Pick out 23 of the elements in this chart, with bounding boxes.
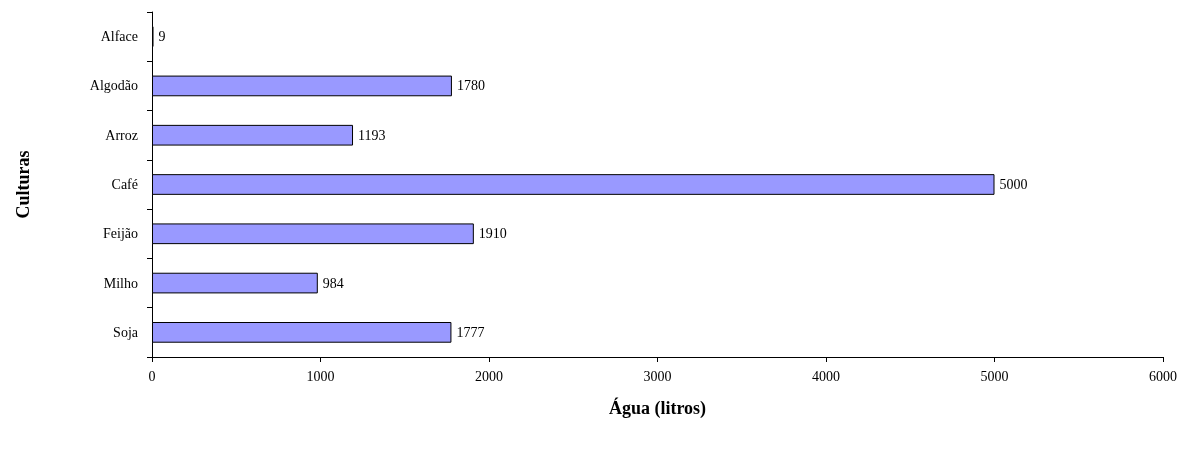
x-tick-label: 2000 (475, 368, 503, 384)
data-label: 5000 (999, 177, 1028, 192)
x-tick-label: 6000 (1149, 368, 1177, 384)
data-label: 9 (158, 29, 166, 45)
y-tick-label: Alface (100, 29, 138, 45)
y-tick-label: Milho (103, 275, 138, 291)
x-tick-label: 5000 (980, 368, 1009, 384)
data-label: 1910 (478, 226, 507, 242)
y-tick-label: Algodão (89, 78, 138, 94)
data-label: 984 (322, 275, 344, 291)
x-tick-label: 1000 (306, 368, 335, 384)
y-axis-title: Culturas (13, 150, 33, 219)
data-label: 1777 (456, 324, 485, 340)
data-label: 1780 (456, 78, 485, 94)
y-tick-label: Arroz (105, 127, 138, 143)
x-tick-label: 0 (148, 368, 156, 384)
x-tick-label: 4000 (812, 368, 840, 384)
y-tick-label: Café (111, 177, 138, 192)
x-tick-label: 3000 (643, 368, 672, 384)
y-tick-label: Feijão (103, 226, 138, 242)
y-tick-label: Soja (113, 324, 139, 340)
data-label: 1193 (358, 127, 386, 143)
x-axis-title: Água (litros) (608, 397, 707, 419)
